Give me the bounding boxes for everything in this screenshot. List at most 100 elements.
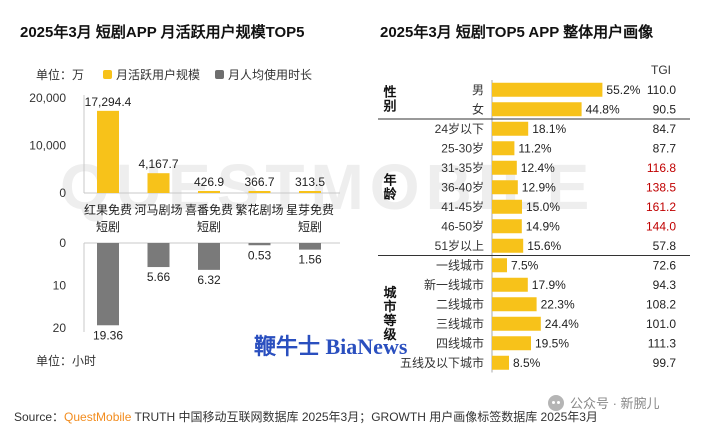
legend-swatch-gray xyxy=(215,70,224,79)
mau-value-label: 17,294.4 xyxy=(85,95,132,109)
source-rest: TRUTH 中国移动互联网数据库 2025年3月；GROWTH 用户画像标签数据… xyxy=(131,410,598,424)
group-label-char: 市 xyxy=(383,299,396,314)
profile-value-label: 11.2% xyxy=(518,141,551,155)
profile-bar xyxy=(492,297,537,312)
profile-bar xyxy=(492,199,522,214)
group-label-char: 性 xyxy=(383,85,396,100)
group-label-char: 年 xyxy=(383,172,396,187)
bottom-y-tick-label: 0 xyxy=(59,236,66,250)
tgi-header: TGI xyxy=(651,63,671,77)
profile-value-label: 22.3% xyxy=(541,297,575,311)
tgi-value: 57.8 xyxy=(653,239,677,253)
left-chart-title: 2025年3月 短剧APP 月活跃用户规模TOP5 xyxy=(20,24,305,41)
profile-category-label: 女 xyxy=(472,101,484,116)
profile-category-label: 36-40岁 xyxy=(441,179,484,194)
mau-value-label: 366.7 xyxy=(244,175,274,189)
category-label: 繁花剧场 xyxy=(235,202,283,217)
mau-bar xyxy=(198,190,220,193)
mau-bar xyxy=(299,191,321,193)
profile-value-label: 19.5% xyxy=(535,336,569,350)
profile-bar xyxy=(492,102,582,117)
wechat-label: 公众号 · 新腕儿 xyxy=(570,396,660,411)
profile-category-label: 二线城市 xyxy=(436,296,484,311)
mau-bar xyxy=(248,191,271,193)
category-label: 红果免费 xyxy=(84,202,132,217)
profile-value-label: 12.9% xyxy=(522,180,556,194)
tgi-value: 72.6 xyxy=(653,258,677,272)
profile-bar xyxy=(492,355,509,370)
time-value-label: 5.66 xyxy=(147,270,171,284)
mau-bar xyxy=(97,110,119,193)
profile-bar xyxy=(492,258,507,273)
mau-value-label: 4,167.7 xyxy=(138,157,178,171)
wechat-icon xyxy=(548,394,564,411)
time-value-label: 6.32 xyxy=(197,273,221,287)
top-y-tick-label: 10,000 xyxy=(29,139,66,153)
profile-value-label: 17.9% xyxy=(532,278,566,292)
profile-value-label: 14.9% xyxy=(526,219,560,233)
profile-value-label: 12.4% xyxy=(521,161,555,175)
category-label: 河马剧场 xyxy=(134,203,182,217)
profile-value-label: 44.8% xyxy=(586,102,620,116)
profile-bar xyxy=(492,238,524,253)
top-unit-label: 单位：万 xyxy=(36,68,85,82)
category-label: 星芽免费 xyxy=(286,202,334,217)
profile-bar xyxy=(492,141,515,156)
bottom-y-tick-label: 20 xyxy=(53,321,67,335)
tgi-value: 138.5 xyxy=(646,180,676,194)
profile-category-label: 新一线城市 xyxy=(424,277,484,292)
top-y-tick-label: 0 xyxy=(59,186,66,200)
profile-category-label: 31-35岁 xyxy=(441,160,484,175)
profile-bar xyxy=(492,82,603,97)
tgi-value: 111.3 xyxy=(648,336,677,350)
tgi-value: 94.3 xyxy=(653,278,677,292)
profile-value-label: 55.2% xyxy=(606,83,640,97)
time-bar xyxy=(97,243,119,326)
legend-time-label: 月人均使用时长 xyxy=(228,68,313,82)
group-label-char: 等 xyxy=(382,313,396,328)
tgi-value: 116.8 xyxy=(647,161,676,175)
profile-value-label: 15.6% xyxy=(527,239,561,253)
wechat-attribution: 公众号 · 新腕儿 xyxy=(548,393,660,412)
profile-value-label: 15.0% xyxy=(526,200,560,214)
group-label-char: 城 xyxy=(383,285,396,300)
tgi-value: 84.7 xyxy=(653,122,677,136)
bottom-unit-label: 单位：小时 xyxy=(36,354,97,368)
time-bar xyxy=(248,243,271,246)
legend-mau: 月活跃用户规模 xyxy=(103,66,200,83)
time-value-label: 1.56 xyxy=(298,253,322,267)
right-chart-title: 2025年3月 短剧TOP5 APP 整体用户画像 xyxy=(380,24,654,41)
top-y-tick-label: 20,000 xyxy=(29,91,66,105)
profile-category-label: 男 xyxy=(472,83,484,97)
category-label-line2: 短剧 xyxy=(96,220,120,234)
tgi-value: 161.2 xyxy=(646,200,676,214)
tgi-value: 144.0 xyxy=(646,219,676,233)
legend-swatch-gold xyxy=(103,70,112,79)
legend-mau-label: 月活跃用户规模 xyxy=(116,68,201,82)
time-bar xyxy=(198,243,220,270)
source-note: Source：QuestMobile TRUTH 中国移动互联网数据库 2025… xyxy=(14,408,598,425)
bottom-y-tick-label: 10 xyxy=(53,279,67,293)
profile-category-label: 五线及以下城市 xyxy=(400,355,484,370)
profile-value-label: 24.4% xyxy=(545,317,579,331)
category-label-line2: 短剧 xyxy=(197,220,221,234)
profile-bar xyxy=(492,336,531,351)
profile-category-label: 一线城市 xyxy=(436,257,484,272)
profile-value-label: 8.5% xyxy=(513,356,541,370)
profile-bar xyxy=(492,219,522,234)
profile-value-label: 7.5% xyxy=(511,258,539,272)
mau-value-label: 426.9 xyxy=(194,175,224,189)
tgi-value: 90.5 xyxy=(653,102,677,116)
profile-category-label: 三线城市 xyxy=(436,316,484,331)
category-label: 喜番免费 xyxy=(185,202,233,217)
profile-category-label: 51岁以上 xyxy=(435,238,484,253)
profile-bar xyxy=(492,160,517,175)
group-label-char: 级 xyxy=(383,327,397,342)
tgi-value: 108.2 xyxy=(646,297,676,311)
mau-bar xyxy=(147,173,170,193)
profile-value-label: 18.1% xyxy=(532,122,566,136)
category-label-line2: 短剧 xyxy=(298,220,322,234)
profile-bar xyxy=(492,180,518,195)
profile-category-label: 46-50岁 xyxy=(441,218,484,233)
